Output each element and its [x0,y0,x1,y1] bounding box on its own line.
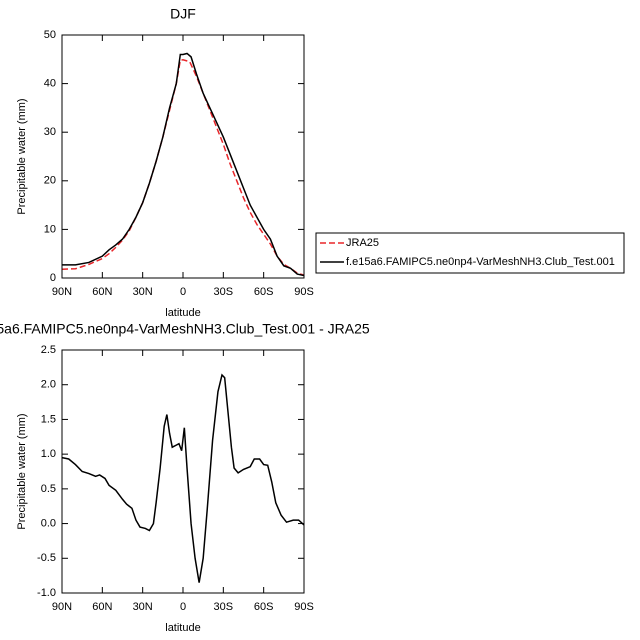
y-tick-label: 1.0 [41,448,56,460]
data-line [61,373,305,583]
x-tick-label: 90S [294,601,314,613]
y-tick-label: 20 [44,175,56,187]
x-tick-label: 30S [214,286,234,298]
legend-box [315,232,625,274]
chart-title: 5a6.FAMIPC5.ne0np4-VarMeshNH3.Club_Test.… [0,321,370,337]
y-tick-label: -0.5 [37,552,56,564]
y-axis-label: Precipitable water (mm) [16,413,28,529]
x-tick-label: 0 [180,601,186,613]
x-tick-label: 30N [133,601,153,613]
y-tick-label: 40 [44,78,56,90]
x-tick-label: 30S [214,601,234,613]
y-tick-label: 50 [44,29,56,41]
legend-label: JRA25 [346,237,379,249]
y-tick-label: 0 [50,272,56,284]
y-tick-label: 2.0 [41,379,56,391]
y-tick-label: 30 [44,126,56,138]
x-axis-label: latitude [165,622,200,634]
y-tick-label: 1.5 [41,413,56,425]
data-line [62,52,305,277]
x-tick-label: 60S [254,601,274,613]
x-axis-label: latitude [165,307,200,319]
y-axis-label: Precipitable water (mm) [16,98,28,214]
y-tick-label: -1.0 [37,587,56,599]
x-tick-label: 90N [52,601,72,613]
x-tick-label: 0 [180,286,186,298]
chart-title: DJF [170,6,196,22]
x-tick-label: 60N [92,601,112,613]
data-line [61,59,305,276]
plot-frame [61,349,305,594]
x-tick-label: 90S [294,286,314,298]
x-tick-label: 30N [133,286,153,298]
legend-label: f.e15a6.FAMIPC5.ne0np4-VarMeshNH3.Club_T… [346,256,615,268]
y-tick-label: 2.5 [41,344,56,356]
y-tick-label: 0.0 [41,517,56,529]
plot-frame [61,34,305,279]
y-tick-label: 0.5 [41,483,56,495]
y-tick-label: 10 [44,223,56,235]
x-tick-label: 60S [254,286,274,298]
x-tick-label: 90N [52,286,72,298]
x-tick-label: 60N [92,286,112,298]
